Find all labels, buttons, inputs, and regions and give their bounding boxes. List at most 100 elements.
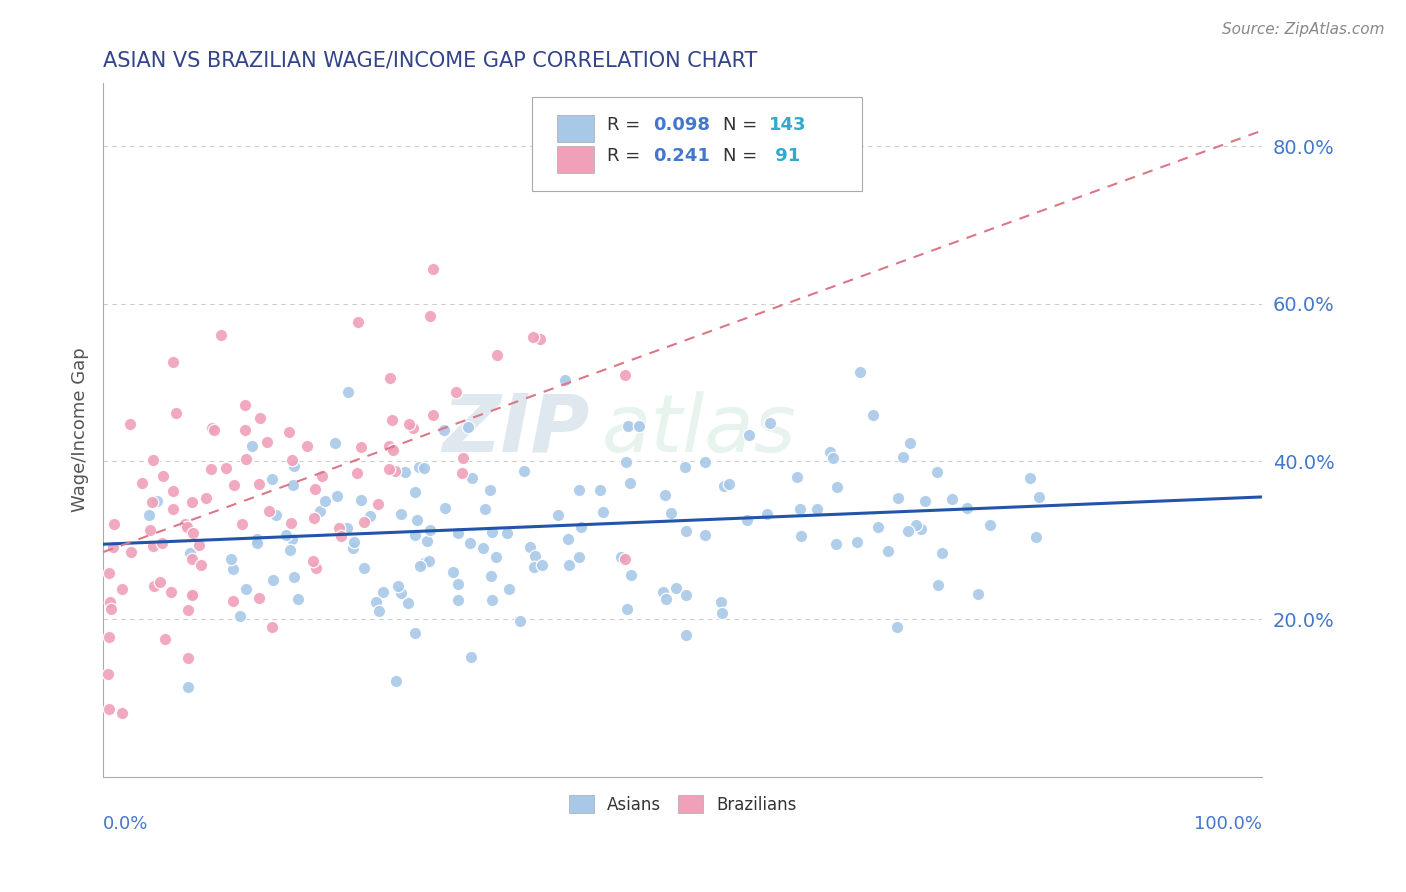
Point <box>346 466 368 480</box>
Point <box>404 527 426 541</box>
Point <box>554 373 576 387</box>
Point <box>433 501 456 516</box>
Point <box>396 596 419 610</box>
Point <box>409 558 432 573</box>
Point <box>619 475 641 490</box>
Point <box>138 508 160 523</box>
Point <box>181 526 204 541</box>
Point <box>249 411 271 425</box>
Point <box>342 541 364 556</box>
Point <box>713 479 735 493</box>
Point <box>329 529 352 543</box>
Point <box>756 507 779 521</box>
Point <box>627 418 650 433</box>
Point <box>927 465 949 479</box>
Point <box>418 554 440 568</box>
Point <box>146 494 169 508</box>
Point <box>451 450 474 465</box>
Point <box>433 423 456 437</box>
Point <box>823 450 845 465</box>
Point <box>444 384 467 399</box>
Text: R =: R = <box>607 116 641 134</box>
Point <box>613 368 636 383</box>
Point <box>415 534 437 549</box>
Point <box>283 459 305 474</box>
Point <box>176 651 198 665</box>
Point <box>806 502 828 516</box>
Point <box>98 702 121 716</box>
Point <box>353 516 375 530</box>
Point <box>404 485 426 500</box>
Text: atlas: atlas <box>602 391 796 469</box>
Point <box>914 493 936 508</box>
Point <box>173 516 195 531</box>
Point <box>152 469 174 483</box>
Point <box>472 541 495 555</box>
Point <box>328 521 350 535</box>
Point <box>246 536 269 550</box>
Point <box>422 409 444 423</box>
Point <box>613 551 636 566</box>
Point <box>891 450 914 465</box>
Point <box>323 436 346 450</box>
Point <box>194 491 217 506</box>
Point <box>693 527 716 541</box>
Point <box>100 602 122 616</box>
Point <box>387 579 409 593</box>
Text: 0.0%: 0.0% <box>103 814 149 833</box>
Point <box>898 435 921 450</box>
Point <box>592 505 614 519</box>
Point <box>485 348 508 362</box>
Point <box>302 554 325 568</box>
Point <box>235 451 257 466</box>
Text: R =: R = <box>607 147 641 165</box>
Point <box>394 465 416 479</box>
Point <box>190 558 212 573</box>
Point <box>359 509 381 524</box>
Point <box>305 561 328 575</box>
Point <box>496 526 519 541</box>
Point <box>177 680 200 694</box>
Point <box>450 466 472 480</box>
Point <box>460 650 482 665</box>
Point <box>735 513 758 527</box>
Point <box>162 354 184 368</box>
FancyBboxPatch shape <box>557 115 595 142</box>
Point <box>524 549 547 564</box>
Point <box>547 508 569 523</box>
Point <box>790 529 813 543</box>
Text: N =: N = <box>723 147 758 165</box>
Point <box>789 502 811 516</box>
Point <box>457 420 479 434</box>
Point <box>693 454 716 468</box>
Point <box>141 495 163 509</box>
Point <box>350 440 373 454</box>
Point <box>887 491 910 505</box>
Point <box>181 494 204 508</box>
Point <box>281 453 304 467</box>
Point <box>419 309 441 323</box>
Text: 0.241: 0.241 <box>654 147 710 165</box>
Point <box>569 519 592 533</box>
Point <box>97 566 120 581</box>
Point <box>406 514 429 528</box>
Point <box>262 573 284 587</box>
Point <box>240 439 263 453</box>
Point <box>665 581 688 595</box>
Point <box>314 494 336 508</box>
Point <box>931 546 953 560</box>
Point <box>522 329 544 343</box>
Point <box>738 428 761 442</box>
Point <box>655 591 678 606</box>
Y-axis label: Wage/Income Gap: Wage/Income Gap <box>72 348 89 512</box>
Point <box>378 439 401 453</box>
Point <box>886 620 908 634</box>
Point <box>825 480 848 494</box>
Point <box>222 594 245 608</box>
Point <box>461 471 484 485</box>
Point <box>120 417 142 431</box>
Point <box>568 549 591 564</box>
Point <box>610 549 633 564</box>
Point <box>659 506 682 520</box>
Point <box>200 462 222 476</box>
